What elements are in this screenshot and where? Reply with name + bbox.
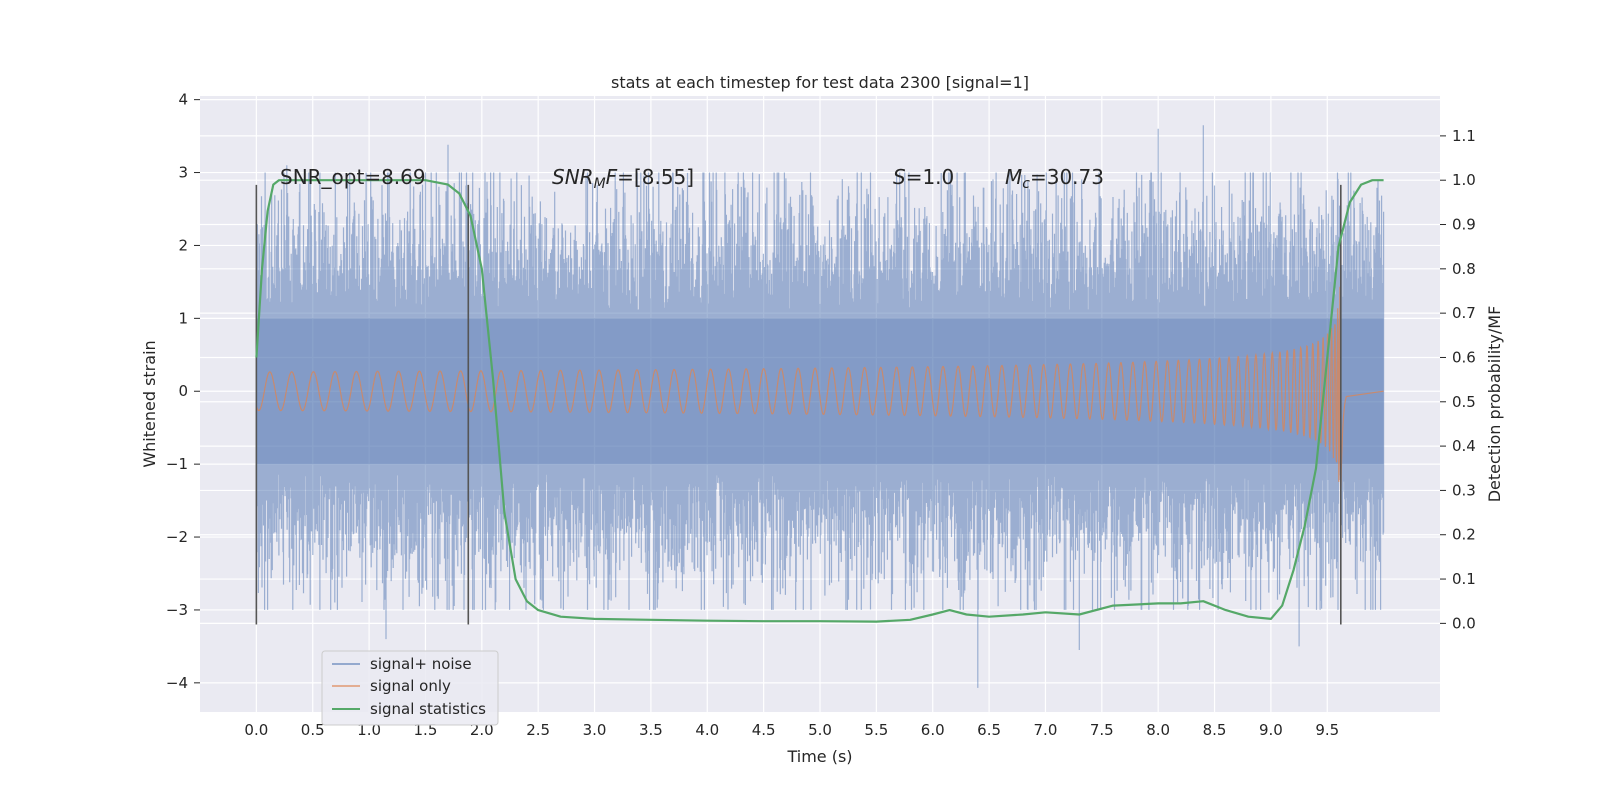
mc-label: M: [1005, 165, 1022, 189]
snr-opt-annotation: SNR_opt=8.69: [280, 165, 426, 189]
snr-mf-label-tail: F: [606, 165, 618, 189]
snr-mf-label: SNR: [552, 165, 594, 189]
x-tick-label: 9.0: [1259, 721, 1283, 739]
x-axis-label: Time (s): [786, 747, 852, 766]
x-tick-label: 8.5: [1203, 721, 1227, 739]
y-tick-label: 0: [178, 382, 188, 400]
y2-tick-label: 1.1: [1452, 127, 1476, 145]
signal-statistics-line: [255, 179, 1384, 623]
y2-tick-label: 0.1: [1452, 570, 1476, 588]
y-tick-label: −3: [166, 601, 188, 619]
snr-mf-value: =[8.55]: [617, 165, 694, 189]
x-tick-label: 6.5: [977, 721, 1001, 739]
data-traces: [255, 125, 1385, 688]
y2-tick-label: 0.4: [1452, 437, 1476, 455]
x-tick-label: 6.0: [921, 721, 945, 739]
y2-tick-label: 0.9: [1452, 216, 1476, 234]
y2-tick-label: 0.6: [1452, 348, 1476, 366]
s-label: S: [893, 165, 906, 189]
y2-axis-label: Detection probability/MF: [1485, 306, 1504, 503]
legend-label-signal-noise: signal+ noise: [370, 655, 472, 673]
y2-tick-labels: 1.1 1.0 0.9 0.8 0.7 0.6 0.5 0.4 0.3 0.2 0.1 0.0: [1440, 127, 1476, 632]
legend-box: [321, 650, 499, 726]
x-tick-label: 5.0: [808, 721, 832, 739]
mc-subscript: c: [1022, 176, 1030, 192]
y2-tick-label: 1.0: [1452, 171, 1476, 189]
signal-statistics-layer: [255, 179, 1384, 623]
y-tick-label: −4: [166, 674, 188, 692]
s-value: =1.0: [906, 165, 955, 189]
y2-tick-label: 0.0: [1452, 614, 1476, 632]
s-annotation: S=1.0: [893, 165, 954, 189]
y2-tick-label: 0.2: [1452, 526, 1476, 544]
x-tick-label: 5.5: [864, 721, 888, 739]
x-tick-label: 2.5: [526, 721, 550, 739]
x-tick-label: 4.0: [695, 721, 719, 739]
signal-only-trace: [255, 286, 1384, 498]
x-tick-label: 0.5: [301, 721, 325, 739]
y-tick-label: 1: [178, 309, 188, 327]
y2-tick-label: 0.5: [1452, 393, 1476, 411]
x-tick-label: 7.0: [1034, 721, 1058, 739]
y-tick-label: 4: [178, 91, 188, 109]
x-tick-label: 8.0: [1146, 721, 1170, 739]
legend-label-signal-statistics: signal statistics: [370, 700, 486, 718]
x-tick-label: 0.0: [244, 721, 268, 739]
x-tick-label: 4.5: [752, 721, 776, 739]
x-tick-label: 7.5: [1090, 721, 1114, 739]
y2-tick-label: 0.7: [1452, 304, 1476, 322]
y2-tick-label: 0.3: [1452, 481, 1476, 499]
legend-label-signal-only: signal only: [370, 677, 451, 695]
legend: signal+ noise signal only signal statist…: [321, 650, 499, 726]
x-tick-label: 9.5: [1315, 721, 1339, 739]
x-tick-labels: 0.0 0.5 1.0 1.5 2.0 2.5 3.0 3.5 4.0 4.5 5.0 5.5 6.0 6…: [244, 721, 1339, 739]
y-tick-labels: 4 3 2 1 0 −1 −2 −3 −4: [166, 91, 200, 692]
x-tick-label: 3.5: [639, 721, 663, 739]
y-tick-label: −1: [166, 455, 188, 473]
snr-mf-annotation: SNRMF=[8.55]: [552, 165, 694, 192]
y2-tick-label: 0.8: [1452, 260, 1476, 278]
x-tick-label: 3.0: [583, 721, 607, 739]
vertical-markers: [255, 184, 1342, 625]
y-tick-label: 3: [178, 164, 188, 182]
mc-annotation: Mc=30.73: [1005, 165, 1104, 192]
y-axis-label: Whitened strain: [140, 340, 159, 467]
signal-noise-core: [256, 318, 1384, 465]
mc-value: =30.73: [1030, 165, 1104, 189]
y-tick-label: 2: [178, 236, 188, 254]
chart-title: stats at each timestep for test data 230…: [611, 73, 1029, 92]
snr-mf-subscript: M: [594, 176, 606, 192]
y-tick-label: −2: [166, 528, 188, 546]
